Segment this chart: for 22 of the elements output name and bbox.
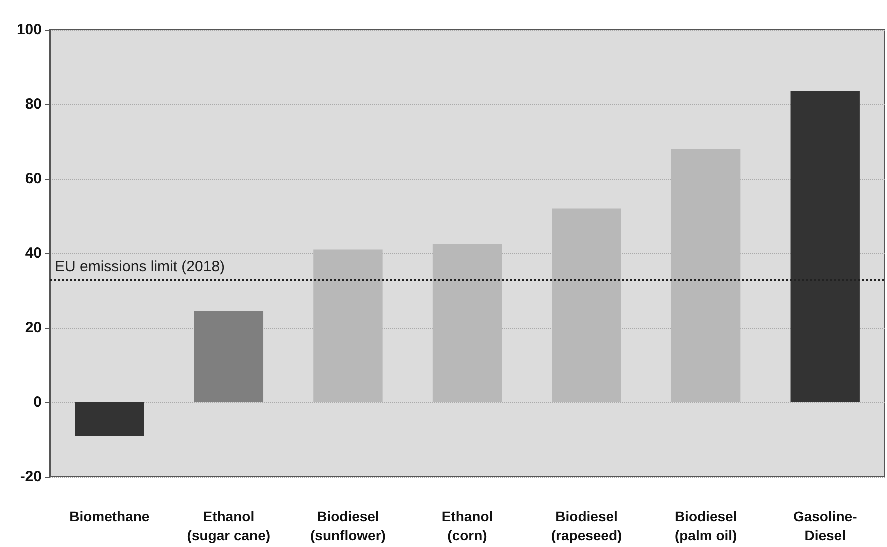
y-tick-label: 100	[16, 22, 42, 38]
x-tick-label: Gasoline- Diesel	[793, 508, 858, 544]
x-tick-label: Biodiesel (rapeseed)	[551, 508, 622, 544]
x-tick-label: Biomethane	[70, 508, 150, 524]
y-tick-label: 60	[25, 170, 42, 188]
bar	[194, 311, 264, 402]
x-tick-label: Biodiesel (sunflower)	[310, 508, 386, 544]
y-tick-label: 40	[25, 245, 42, 262]
bar	[552, 208, 622, 402]
x-tick-label: Ethanol (corn)	[442, 508, 494, 544]
bar	[432, 244, 502, 402]
x-tick-label: Biodiesel (palm oil)	[674, 508, 738, 544]
y-tick-label: 0	[34, 394, 42, 411]
y-tick-label: 20	[25, 320, 42, 336]
bar	[671, 149, 741, 402]
bar	[75, 402, 144, 436]
y-tick-label: -20	[20, 468, 42, 486]
bar	[314, 250, 383, 402]
y-tick-label: 80	[25, 96, 42, 113]
bar	[790, 91, 860, 402]
x-tick-label: Ethanol (sugar cane)	[187, 508, 271, 544]
ref-line-label: EU emissions limit (2018)	[55, 258, 226, 276]
